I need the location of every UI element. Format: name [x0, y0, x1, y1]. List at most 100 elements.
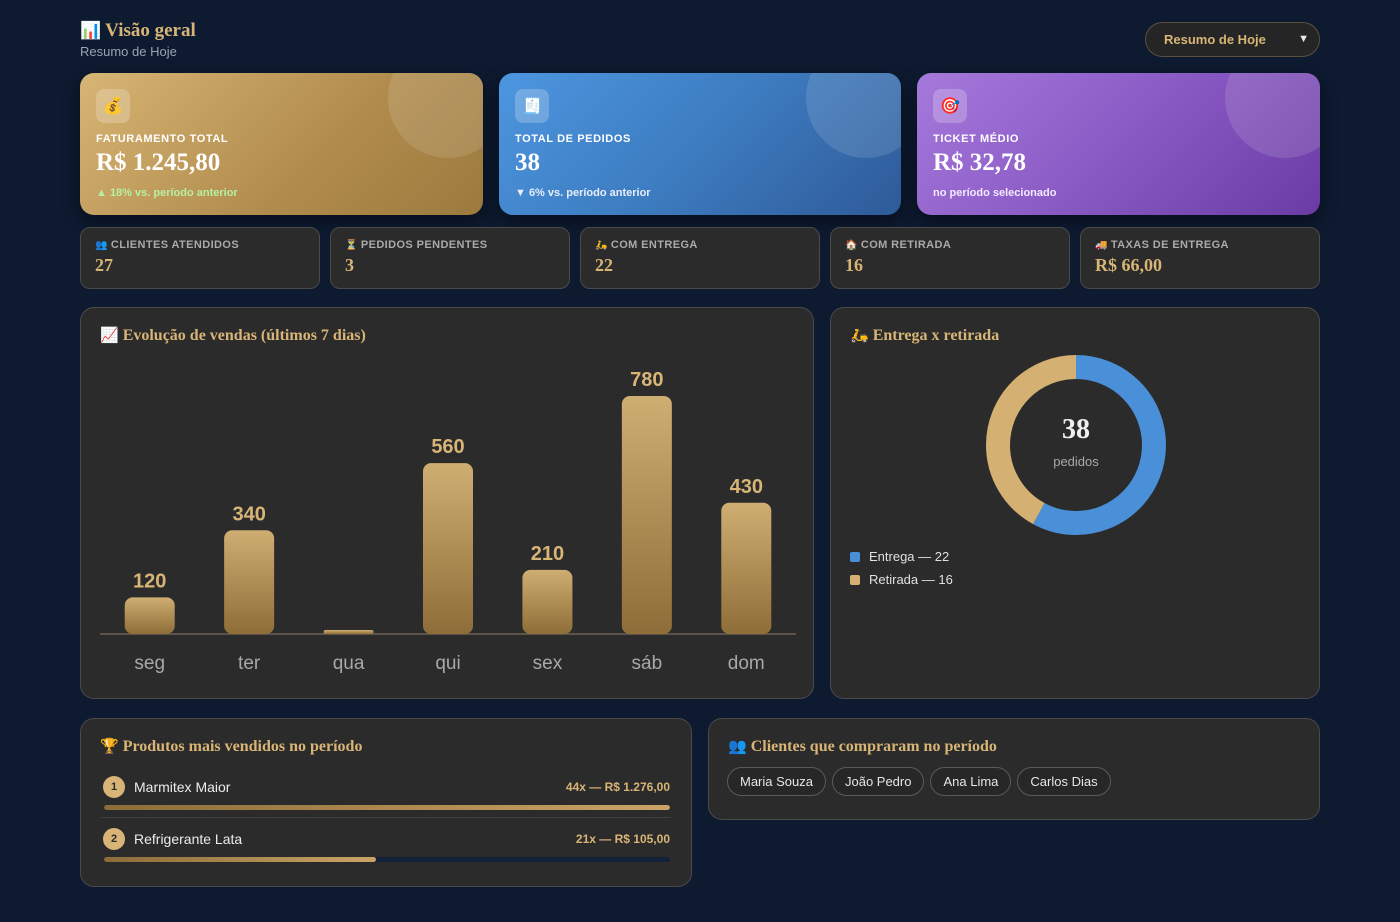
- client-chip[interactable]: Ana Lima: [930, 767, 1012, 796]
- chart-increasing-icon: 📈: [100, 326, 119, 344]
- x-tick-label: sáb: [632, 653, 663, 674]
- bar-value-label: 210: [531, 543, 564, 565]
- people-icon: 👥: [728, 737, 747, 755]
- sales-evolution-title: 📈 Evolução de vendas (últimos 7 dias): [100, 326, 366, 345]
- people-icon: 👥: [95, 240, 108, 251]
- pickup-orders-card: 🏠 COM RETIRADA 16: [830, 227, 1070, 289]
- client-chip[interactable]: Maria Souza: [727, 767, 826, 796]
- pickup-orders-label: 🏠 COM RETIRADA: [845, 239, 1055, 251]
- clients-panel-title-text: Clientes que compraram no período: [750, 738, 997, 755]
- bar-sex[interactable]: [522, 569, 573, 634]
- average-ticket-note: no período selecionado: [933, 187, 1057, 199]
- delivery-orders-label-text: COM ENTREGA: [610, 239, 698, 251]
- product-rank-badge: 2: [103, 828, 125, 850]
- bar-qui[interactable]: [423, 463, 473, 634]
- x-tick-label: qui: [435, 653, 460, 674]
- bar-qua[interactable]: [323, 630, 374, 634]
- clients-served-value: 27: [95, 255, 113, 275]
- bar-value-label: 120: [133, 570, 166, 592]
- delivery-pickup-panel: 🛵 Entrega x retirada 38 pedidos Entrega —…: [830, 307, 1320, 699]
- delivery-orders-card: 🛵 COM ENTREGA 22: [580, 227, 820, 289]
- page-title-text: Visão geral: [105, 20, 196, 41]
- legend-label-delivery: Entrega — 22: [869, 549, 950, 564]
- x-tick-label: seg: [134, 653, 165, 674]
- revenue-label: FATURAMENTO TOTAL: [96, 133, 229, 145]
- x-tick-label: qua: [333, 653, 365, 674]
- product-stats: 21x — R$ 105,00: [575, 832, 670, 846]
- donut-center-label: pedidos: [1053, 454, 1099, 469]
- legend-swatch-delivery: [850, 551, 860, 562]
- target-icon: 🎯: [933, 89, 967, 123]
- delivery-orders-value: 22: [595, 255, 613, 275]
- scooter-icon: 🛵: [595, 240, 608, 251]
- revenue-card: 💰 FATURAMENTO TOTAL R$ 1.245,80 ▲ 18% vs…: [80, 73, 483, 215]
- clients-panel: 👥 Clientes que compraram no período Maria…: [708, 718, 1320, 820]
- bar-value-label: 780: [630, 369, 663, 391]
- donut-slice-retirada[interactable]: [986, 355, 1166, 535]
- pending-orders-label: ⏳ PEDIDOS PENDENTES: [345, 239, 555, 251]
- revenue-trend: ▲ 18% vs. período anterior: [96, 187, 238, 199]
- top-products-title: 🏆 Produtos mais vendidos no período: [100, 737, 362, 756]
- bar-ter[interactable]: [224, 530, 275, 634]
- bar-value-label: 340: [232, 503, 265, 525]
- x-tick-label: sex: [533, 653, 563, 674]
- trophy-icon: 🏆: [100, 737, 119, 755]
- legend-swatch-pickup: [850, 574, 860, 585]
- legend-label-pickup: Retirada — 16: [869, 572, 953, 587]
- decorative-circle: [1225, 73, 1320, 158]
- donut-legend: Entrega — 22 Retirada — 16: [850, 545, 953, 591]
- product-progress-fill: [104, 805, 670, 810]
- pending-orders-card: ⏳ PEDIDOS PENDENTES 3: [330, 227, 570, 289]
- hourglass-icon: ⏳: [345, 240, 358, 251]
- product-row: 2 Refrigerante Lata 21x — R$ 105,00: [103, 828, 670, 876]
- product-progress-track: [104, 857, 670, 862]
- x-tick-label: ter: [238, 653, 261, 674]
- clients-served-card: 👥 CLIENTES ATENDIDOS 27: [80, 227, 320, 289]
- delivery-fees-card: 🚚 TAXAS DE ENTREGA R$ 66,00: [1080, 227, 1320, 289]
- sales-evolution-title-text: Evolução de vendas (últimos 7 dias): [122, 327, 366, 344]
- revenue-value: R$ 1.245,80: [96, 149, 221, 176]
- clients-served-label: 👥 CLIENTES ATENDIDOS: [95, 239, 305, 251]
- delivery-fees-value: R$ 66,00: [1095, 255, 1162, 275]
- orders-value: 38: [515, 149, 540, 176]
- bar-dom[interactable]: [721, 502, 772, 634]
- product-progress-track: [104, 805, 670, 810]
- pickup-orders-value: 16: [845, 255, 863, 275]
- donut-center-value: 38: [1062, 414, 1090, 445]
- client-chip[interactable]: Carlos Dias: [1017, 767, 1111, 796]
- delivery-fees-label: 🚚 TAXAS DE ENTREGA: [1095, 239, 1305, 251]
- page-subtitle: Resumo de Hoje: [80, 44, 177, 59]
- sales-evolution-panel: 📈 Evolução de vendas (últimos 7 dias) 120…: [80, 307, 814, 699]
- clients-served-label-text: CLIENTES ATENDIDOS: [110, 239, 240, 251]
- pending-orders-value: 3: [345, 255, 354, 275]
- legend-item-delivery: Entrega — 22: [850, 545, 953, 568]
- top-products-title-text: Produtos mais vendidos no período: [122, 738, 363, 755]
- truck-icon: 🚚: [1095, 240, 1108, 251]
- client-chips: Maria Souza João Pedro Ana Lima Carlos D…: [727, 767, 1111, 796]
- clients-panel-title: 👥 Clientes que compraram no período: [728, 737, 997, 756]
- product-name: Refrigerante Lata: [134, 831, 243, 847]
- bar-sáb[interactable]: [621, 396, 672, 634]
- product-stats: 44x — R$ 1.276,00: [565, 780, 670, 794]
- period-select-value: Resumo de Hoje: [1164, 32, 1266, 47]
- orders-label: TOTAL DE PEDIDOS: [515, 133, 631, 145]
- receipt-icon: 🧾: [515, 89, 549, 123]
- legend-item-pickup: Retirada — 16: [850, 568, 953, 591]
- chevron-down-icon: ▼: [1298, 33, 1309, 45]
- decorative-circle: [388, 73, 483, 158]
- bar-value-label: 430: [730, 476, 763, 498]
- product-progress-fill: [104, 857, 376, 862]
- bar-value-label: 560: [431, 436, 464, 458]
- page-title: 📊 Visão geral: [80, 20, 196, 42]
- decorative-circle: [806, 73, 901, 158]
- average-ticket-card: 🎯 TICKET MÉDIO R$ 32,78 no período selec…: [917, 73, 1320, 215]
- period-select[interactable]: Resumo de Hoje ▼: [1145, 22, 1320, 57]
- x-tick-label: dom: [728, 653, 765, 674]
- house-icon: 🏠: [845, 240, 858, 251]
- client-chip[interactable]: João Pedro: [831, 767, 925, 796]
- scooter-icon: 🛵: [850, 326, 869, 344]
- bar-seg[interactable]: [124, 597, 175, 634]
- top-products-panel: 🏆 Produtos mais vendidos no período 1 Mar…: [80, 718, 692, 887]
- money-bag-icon: 💰: [96, 89, 130, 123]
- product-name: Marmitex Maior: [134, 779, 231, 795]
